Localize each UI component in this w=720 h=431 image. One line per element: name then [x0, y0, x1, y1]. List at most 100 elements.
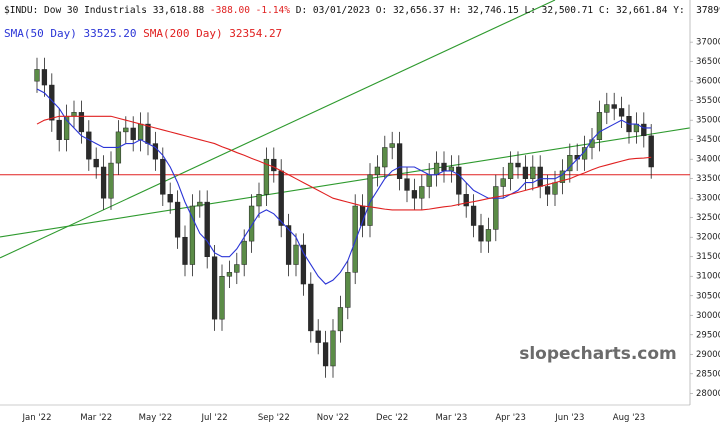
candle-body: [648, 135, 654, 168]
candle-body: [552, 182, 558, 195]
candle-body: [100, 166, 107, 199]
candle-body: [137, 123, 144, 140]
candle-body: [559, 170, 566, 183]
y-tick-label: 28500: [696, 369, 720, 379]
y-tick-label: 32500: [696, 213, 720, 223]
x-tick-label: Jan '22: [22, 413, 52, 423]
y-tick-label: 34500: [696, 135, 720, 145]
candle-body: [160, 158, 166, 195]
candle-body: [433, 162, 440, 176]
y-tick-label: 33000: [696, 194, 720, 204]
sma-line: [36, 115, 652, 211]
candle-body: [93, 158, 99, 168]
plot-area: [0, 0, 690, 378]
x-tick-label: Mar '22: [80, 413, 112, 423]
watermark: slopecharts.com: [519, 344, 677, 364]
x-tick-label: Apr '23: [495, 413, 526, 423]
candle-body: [537, 166, 543, 187]
candle-body: [389, 143, 395, 148]
title: $INDU: Dow 30 Industrials 33,618.88: [4, 5, 204, 16]
candle-body: [470, 205, 477, 226]
candle-body: [204, 201, 210, 257]
x-tick-label: Sep '22: [258, 413, 290, 423]
candle-body: [78, 112, 85, 133]
candle-body: [493, 186, 499, 230]
candle-body: [522, 166, 529, 179]
candle-body: [478, 225, 484, 242]
candle-body: [108, 162, 114, 199]
x-tick-label: Mar '23: [435, 413, 467, 423]
candle-body: [71, 112, 77, 117]
y-tick-label: 36000: [696, 77, 720, 87]
candle-body: [330, 330, 336, 367]
legend-value: 33525.20: [83, 27, 136, 40]
change: -388.00 -1.14%: [210, 5, 290, 16]
y-tick-label: 37000: [696, 38, 720, 48]
candle-body: [256, 194, 262, 207]
candle-body: [500, 178, 506, 187]
candle-body: [463, 194, 469, 207]
legend-value: 32354.27: [229, 27, 282, 40]
candle-body: [271, 158, 277, 172]
candle-body: [441, 162, 447, 172]
header: $INDU: Dow 30 Industrials 33,618.88 -388…: [4, 5, 720, 16]
candle-body: [293, 244, 299, 265]
candle-body: [197, 201, 203, 207]
y-tick-label: 29500: [696, 330, 720, 340]
legend-name: SMA(50 Day): [4, 27, 77, 40]
legend-name: SMA(200 Day): [143, 27, 222, 40]
candle-body: [611, 104, 617, 109]
candle-body: [419, 186, 425, 199]
candle-body: [130, 127, 136, 140]
candle-body: [86, 131, 92, 160]
y-tick-label: 33500: [696, 174, 720, 184]
candle-body: [167, 194, 173, 203]
candle-body: [485, 229, 492, 242]
candle-body: [234, 264, 240, 273]
candle-body: [448, 166, 455, 172]
x-tick-label: Dec '22: [376, 413, 408, 423]
y-tick-label: 31000: [696, 272, 720, 282]
candle-body: [396, 143, 403, 179]
candle-body: [544, 186, 551, 195]
candle-body: [352, 205, 358, 273]
candle-body: [241, 240, 247, 265]
candle-body: [211, 256, 218, 320]
y-tick-label: 28000: [696, 389, 720, 399]
candle-body: [411, 190, 418, 199]
candle-body: [34, 69, 40, 82]
candle-body: [315, 330, 321, 343]
y-tick-label: 32000: [696, 233, 720, 243]
candle-body: [285, 225, 292, 265]
y-tick-label: 30500: [696, 291, 720, 301]
candle-body: [189, 205, 196, 265]
candle-body: [567, 155, 573, 172]
candle-body: [374, 166, 381, 176]
candle-body: [123, 127, 129, 133]
y-tick-label: 30000: [696, 311, 720, 321]
candle-body: [300, 244, 307, 285]
candle-body: [152, 143, 159, 160]
candle-body: [604, 104, 610, 113]
x-tick-label: May '22: [139, 413, 172, 423]
x-tick-label: Jul '22: [201, 413, 228, 423]
x-tick-label: Nov '22: [317, 413, 349, 423]
y-tick-label: 31500: [696, 252, 720, 262]
candle-body: [182, 236, 188, 265]
x-tick-label: Jun '23: [554, 413, 584, 423]
y-tick-label: 34000: [696, 155, 720, 165]
trendline: [0, 0, 556, 259]
candle-body: [404, 178, 410, 191]
y-tick-label: 29000: [696, 350, 720, 360]
legend: SMA(50 Day) 33525.20 SMA(200 Day) 32354.…: [4, 27, 282, 40]
candle-body: [345, 272, 351, 308]
candle-body: [337, 307, 344, 332]
candle-body: [530, 166, 536, 179]
candle-body: [618, 108, 625, 117]
candle-body: [596, 112, 603, 140]
candle-body: [507, 162, 514, 179]
candle-body: [426, 174, 432, 187]
candle-body: [219, 275, 225, 320]
candle-body: [226, 272, 233, 277]
